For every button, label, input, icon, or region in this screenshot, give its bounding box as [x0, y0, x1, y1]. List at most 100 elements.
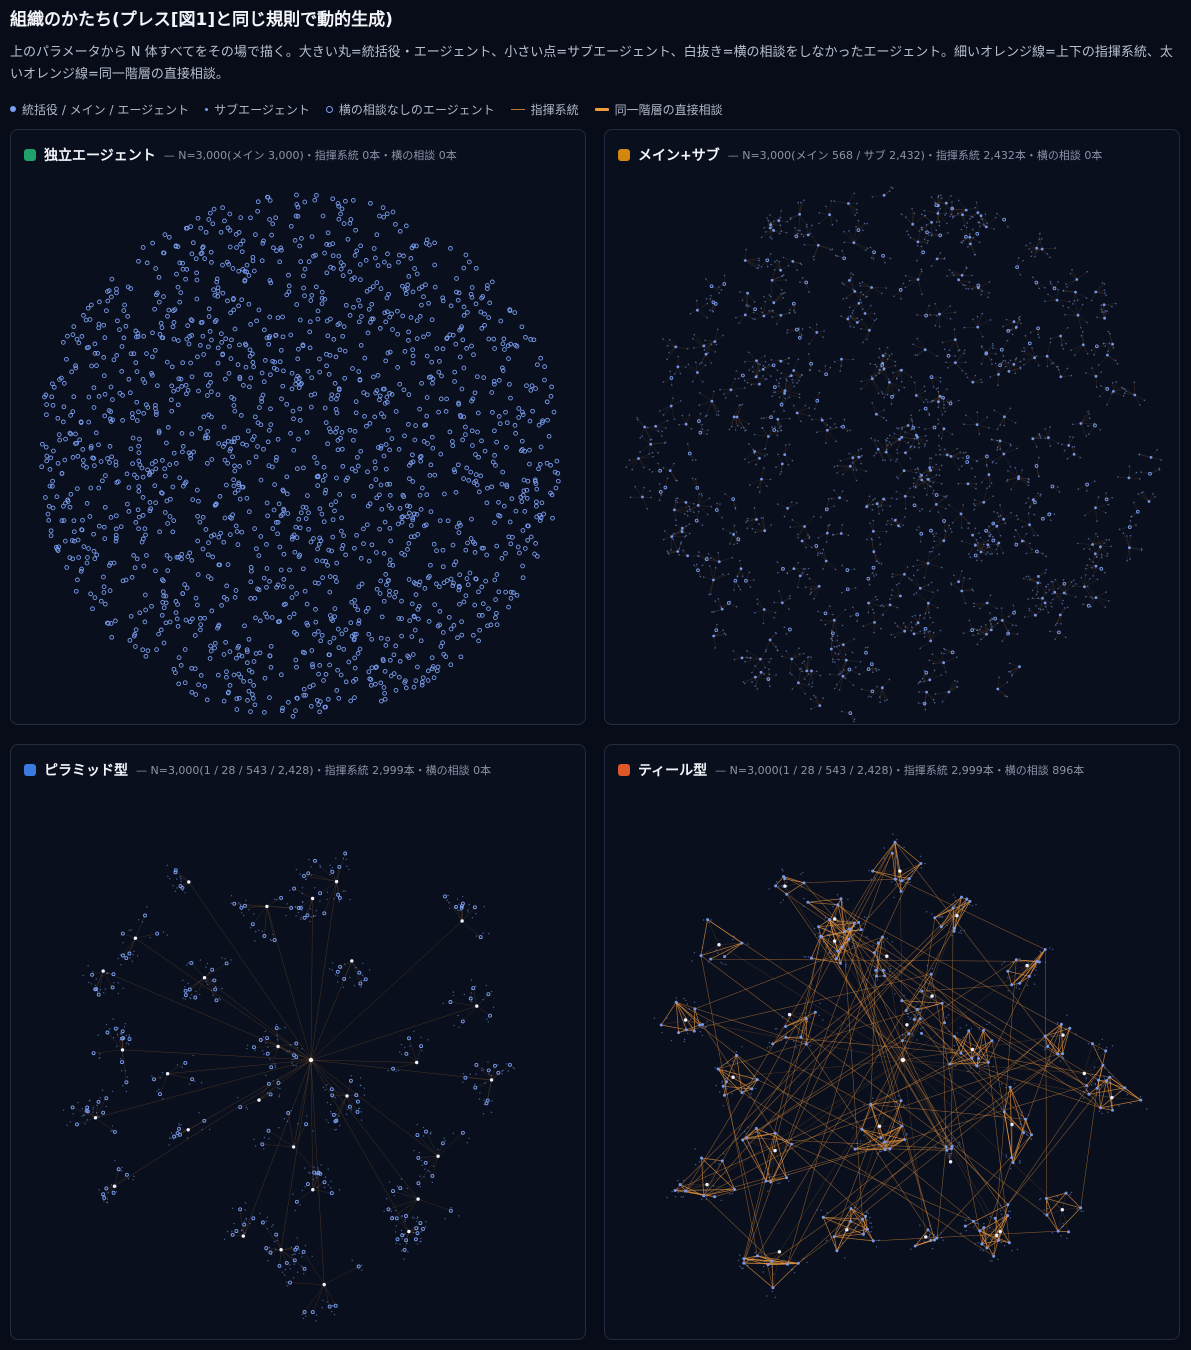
sub-agent-node: [1049, 630, 1051, 633]
sub-agent-node: [734, 507, 737, 509]
sub-agent-node: [175, 1136, 177, 1139]
sub-agent-node: [770, 359, 773, 361]
main-agent-node: [463, 252, 469, 258]
sub-agent-node: [1044, 428, 1046, 430]
sub-agent-node: [764, 666, 766, 669]
main-agent-node: [451, 580, 456, 586]
sub-agent-node: [885, 523, 888, 526]
sub-agent-node: [208, 972, 211, 974]
sub-agent-node: [938, 435, 940, 437]
main-agent-node: [496, 414, 502, 419]
main-agent-node: [706, 918, 710, 922]
sub-agent-node: [849, 325, 852, 328]
sub-agent-node: [673, 418, 676, 421]
main-agent-node: [397, 505, 403, 511]
main-agent-node: [936, 212, 940, 215]
main-agent-node: [473, 472, 479, 477]
sub-agent-node: [768, 363, 770, 366]
sub-agent-node: [951, 433, 954, 436]
main-agent-node: [1094, 374, 1098, 378]
sub-agent-node: [691, 380, 694, 383]
sub-agent-node: [1037, 364, 1040, 367]
main-agent-node: [1062, 591, 1066, 595]
sub-agent-node: [697, 551, 700, 553]
sub-agent-node: [927, 584, 930, 586]
sub-agent-node: [758, 259, 760, 262]
sub-agent-node: [890, 523, 893, 526]
sub-agent-node: [1057, 587, 1059, 590]
main-agent-node: [425, 668, 431, 674]
sub-agent-node: [848, 230, 850, 232]
sub-agent-node: [829, 673, 831, 676]
sub-agent-node: [988, 292, 990, 294]
sub-agent-node: [856, 1142, 858, 1144]
sub-agent-node: [1122, 387, 1125, 390]
main-agent-node: [158, 1092, 162, 1097]
main-agent-node: [254, 318, 259, 324]
main-agent-node: [367, 421, 373, 426]
sub-agent-node: [937, 196, 939, 198]
main-agent-node: [1006, 329, 1011, 333]
sub-agent-node: [1062, 290, 1065, 292]
main-agent-node: [399, 598, 404, 604]
sub-agent-node: [1047, 583, 1049, 586]
sub-agent-node: [940, 437, 943, 440]
sub-agent-node: [272, 1080, 274, 1082]
sub-agent-node: [864, 296, 867, 298]
main-agent-node: [278, 347, 284, 353]
main-agent-node: [353, 399, 359, 404]
main-agent-node: [354, 1093, 359, 1098]
sub-agent-node: [492, 1006, 495, 1008]
sub-agent-node: [1045, 592, 1047, 594]
main-agent-node: [221, 652, 227, 657]
sub-agent-node: [875, 667, 877, 670]
main-agent-node: [111, 357, 117, 363]
sub-agent-node: [1140, 548, 1143, 550]
sub-agent-node: [762, 364, 765, 367]
sub-agent-node: [899, 526, 902, 528]
sub-agent-node: [686, 515, 689, 517]
network-graph: [62, 851, 516, 1322]
main-agent-node: [154, 383, 160, 389]
sub-agent-node: [141, 921, 144, 923]
coordinator-node: [416, 1197, 420, 1201]
main-agent-node: [277, 259, 283, 265]
main-agent-node: [281, 577, 287, 582]
main-agent-node: [658, 490, 663, 494]
main-agent-node: [375, 373, 381, 378]
sub-agent-node: [275, 1023, 278, 1026]
sub-agent-node: [105, 1023, 108, 1026]
sub-agent-node: [985, 624, 987, 626]
main-agent-node: [295, 213, 301, 219]
sub-agent-node: [918, 446, 920, 449]
sub-agent-node: [852, 606, 854, 609]
panel-swatch: [24, 149, 36, 161]
sub-agent-node: [885, 530, 888, 533]
sub-agent-node: [320, 1164, 322, 1166]
sub-agent-node: [801, 276, 804, 279]
sub-agent-node: [334, 1096, 337, 1099]
sub-agent-node: [989, 553, 992, 555]
main-agent-node: [343, 627, 349, 633]
sub-agent-node: [1033, 513, 1035, 516]
sub-agent-node: [876, 598, 878, 601]
sub-agent-node: [1107, 350, 1109, 352]
main-agent-node: [459, 386, 465, 392]
main-agent-node: [179, 551, 185, 557]
main-agent-node: [985, 601, 989, 605]
sub-agent-node: [796, 269, 798, 271]
main-agent-node: [903, 494, 907, 498]
sub-agent-node: [923, 401, 925, 404]
main-agent-node: [401, 494, 407, 499]
sub-agent-node: [961, 370, 964, 372]
main-agent-node: [430, 666, 435, 672]
sub-agent-node: [783, 515, 786, 518]
sub-agent-node: [295, 915, 297, 917]
sub-agent-node: [1046, 365, 1049, 368]
main-agent-node: [416, 1155, 421, 1160]
sub-agent-node: [983, 224, 986, 227]
sub-agent-node: [107, 1192, 109, 1194]
sub-agent-node: [965, 414, 967, 417]
main-agent-node: [841, 643, 845, 646]
main-agent-node: [61, 503, 66, 509]
